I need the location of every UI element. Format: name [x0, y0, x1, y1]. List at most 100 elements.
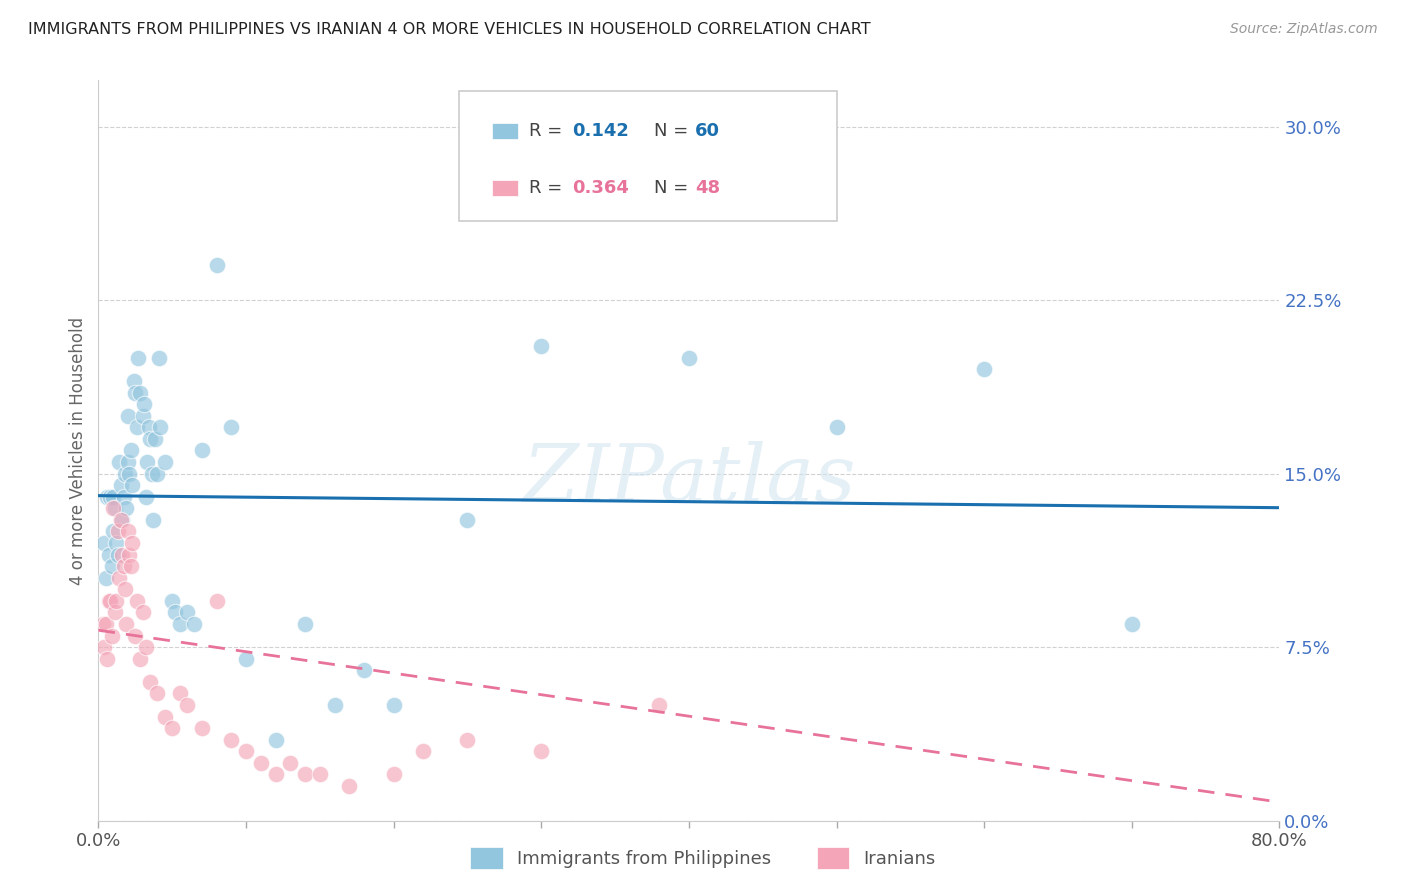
Point [294, 617, 316, 632]
Point [264, 767, 287, 781]
Point [132, 409, 155, 423]
Point [118, 467, 141, 481]
Point [132, 606, 155, 620]
Point [100, 559, 122, 574]
Point [605, 189, 627, 203]
Point [176, 606, 198, 620]
Point [121, 478, 143, 492]
Point [134, 397, 156, 411]
Point [169, 617, 191, 632]
Point [250, 756, 273, 770]
Text: N =: N = [654, 122, 693, 140]
Point [142, 513, 165, 527]
Point [107, 548, 129, 562]
Text: R =: R = [530, 179, 568, 197]
Point [139, 674, 162, 689]
Point [530, 339, 553, 353]
Point [94, 617, 117, 632]
Point [353, 663, 375, 677]
Point [118, 548, 141, 562]
Point [114, 582, 136, 597]
Point [115, 617, 138, 632]
Point [339, 779, 361, 793]
Text: 60: 60 [695, 122, 720, 140]
Point [191, 443, 214, 458]
Point [91, 617, 114, 632]
Point [98, 490, 121, 504]
Point [94, 571, 117, 585]
Point [124, 385, 146, 400]
Point [97, 548, 120, 562]
Point [165, 606, 187, 620]
Point [111, 513, 134, 527]
Point [124, 628, 146, 642]
Point [105, 536, 128, 550]
Point [143, 432, 166, 446]
Point [122, 374, 145, 388]
Point [120, 443, 142, 458]
Point [183, 617, 205, 632]
Text: 0.142: 0.142 [572, 122, 628, 140]
Text: ZIPatlas: ZIPatlas [522, 442, 856, 519]
Point [108, 455, 131, 469]
Legend: Immigrants from Philippines, Iranians: Immigrants from Philippines, Iranians [461, 838, 945, 879]
Point [825, 420, 848, 434]
Point [112, 559, 135, 574]
Point [323, 698, 346, 712]
Point [205, 594, 228, 608]
Point [1121, 617, 1143, 632]
FancyBboxPatch shape [492, 123, 517, 139]
Point [973, 362, 995, 376]
Point [120, 559, 142, 574]
Point [191, 721, 214, 735]
Point [176, 698, 198, 712]
Point [162, 594, 183, 608]
Point [235, 651, 257, 665]
Point [153, 709, 176, 723]
Point [382, 698, 405, 712]
Point [117, 455, 139, 469]
Point [105, 594, 128, 608]
Point [96, 651, 118, 665]
Point [125, 420, 148, 434]
Point [136, 455, 159, 469]
Point [235, 744, 257, 758]
Text: Source: ZipAtlas.com: Source: ZipAtlas.com [1230, 22, 1378, 37]
Point [457, 513, 479, 527]
Point [103, 490, 125, 504]
Point [110, 478, 132, 492]
Point [128, 651, 150, 665]
Point [149, 420, 172, 434]
Point [96, 490, 118, 504]
Point [135, 640, 157, 654]
Text: N =: N = [654, 179, 693, 197]
Point [107, 524, 129, 539]
Point [97, 594, 120, 608]
Y-axis label: 4 or more Vehicles in Household: 4 or more Vehicles in Household [69, 317, 87, 584]
Point [309, 767, 332, 781]
Point [104, 606, 127, 620]
FancyBboxPatch shape [492, 180, 517, 196]
Point [121, 536, 143, 550]
Point [103, 524, 125, 539]
Point [146, 467, 169, 481]
Point [104, 501, 127, 516]
Point [117, 409, 139, 423]
Point [125, 594, 148, 608]
Point [108, 571, 131, 585]
Text: 0.364: 0.364 [572, 179, 628, 197]
Point [138, 420, 160, 434]
Point [115, 501, 138, 516]
Point [205, 259, 228, 273]
Point [412, 744, 434, 758]
Point [678, 351, 700, 365]
Point [294, 767, 316, 781]
FancyBboxPatch shape [458, 91, 837, 221]
Point [146, 686, 169, 700]
Point [221, 420, 243, 434]
Point [128, 385, 150, 400]
Text: 48: 48 [695, 179, 720, 197]
Point [112, 490, 135, 504]
Point [110, 513, 132, 527]
Text: IMMIGRANTS FROM PHILIPPINES VS IRANIAN 4 OR MORE VEHICLES IN HOUSEHOLD CORRELATI: IMMIGRANTS FROM PHILIPPINES VS IRANIAN 4… [28, 22, 870, 37]
